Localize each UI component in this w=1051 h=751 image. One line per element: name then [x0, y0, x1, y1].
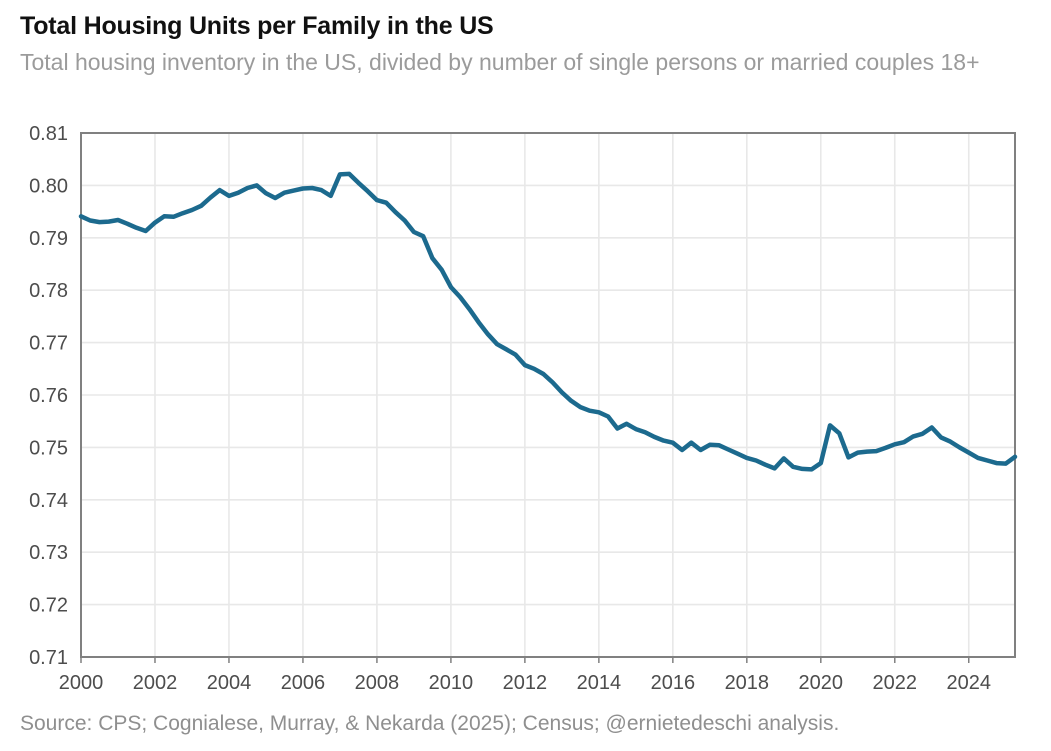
y-tick-label: 0.74 — [29, 490, 68, 512]
x-tick-label: 2020 — [799, 672, 844, 694]
chart-subtitle: Total housing inventory in the US, divid… — [20, 49, 980, 75]
plot-border — [80, 132, 1016, 658]
x-tick-label: 2014 — [577, 672, 622, 694]
x-tick-label: 2010 — [429, 672, 474, 694]
chart-title: Total Housing Units per Family in the US — [20, 12, 494, 40]
series-line — [78, 171, 1018, 472]
x-tick-label: 2024 — [947, 672, 992, 694]
y-tick-label: 0.76 — [29, 385, 68, 407]
source-note: Source: CPS; Cognialese, Murray, & Nekar… — [20, 712, 840, 735]
y-tick-label: 0.73 — [29, 542, 68, 564]
x-tick-label: 2016 — [651, 672, 696, 694]
y-tick-label: 0.81 — [29, 123, 68, 145]
y-tick-label: 0.79 — [29, 228, 68, 250]
y-tick-label: 0.72 — [29, 595, 68, 617]
x-tick-label: 2022 — [873, 672, 918, 694]
y-tick-label: 0.77 — [29, 333, 68, 355]
x-tick-label: 2006 — [281, 672, 326, 694]
y-tick-label: 0.71 — [29, 647, 68, 669]
y-tick-label: 0.78 — [29, 280, 68, 302]
x-tick-label: 2004 — [207, 672, 252, 694]
x-tick-label: 2002 — [133, 672, 178, 694]
x-tick-label: 2012 — [503, 672, 548, 694]
x-tick-label: 2018 — [725, 672, 770, 694]
y-tick-label: 0.75 — [29, 437, 68, 459]
x-tick-label: 2000 — [59, 672, 104, 694]
x-tick-label: 2008 — [355, 672, 400, 694]
y-tick-label: 0.80 — [29, 175, 68, 197]
